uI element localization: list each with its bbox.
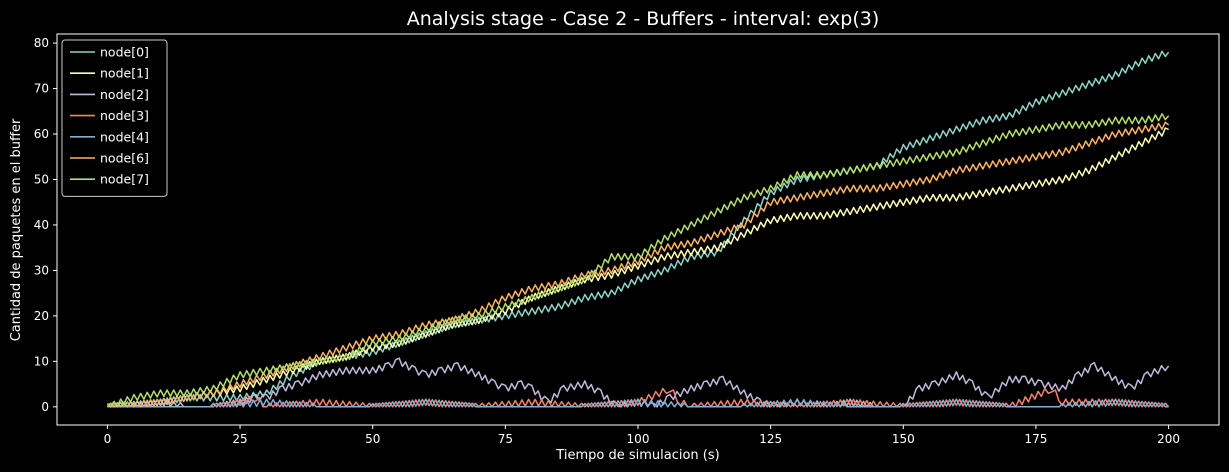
legend-label: node[3] — [100, 108, 149, 123]
y-axis-label: Cantidad de paquetes en el buffer — [9, 118, 24, 341]
series-line-node7 — [106, 113, 1170, 408]
x-axis-ticks: 0 25 50 75 100 125 150 175 200 — [104, 425, 1180, 446]
x-tick-label: 50 — [365, 432, 380, 446]
series-line-node0 — [106, 50, 1170, 408]
x-tick-label: 150 — [892, 432, 915, 446]
legend-label: node[6] — [100, 151, 149, 166]
y-tick-label: 60 — [34, 127, 49, 141]
x-tick-label: 200 — [1157, 432, 1180, 446]
x-tick-label: 175 — [1024, 432, 1047, 446]
y-tick-label: 10 — [34, 354, 49, 368]
y-tick-label: 30 — [34, 263, 49, 277]
y-tick-label: 40 — [34, 218, 49, 232]
series-line-node1 — [106, 127, 1169, 408]
series-line-node4 — [107, 398, 1169, 408]
x-axis-label: Tiempo de simulacion (s) — [555, 448, 719, 463]
legend: node[0] node[1] node[2] node[3] node[4] node[… — [61, 39, 168, 197]
chart-title: Analysis stage - Case 2 - Buffers - inte… — [407, 8, 880, 30]
y-tick-label: 0 — [41, 400, 49, 414]
legend-label: node[7] — [100, 172, 149, 187]
legend-label: node[2] — [100, 87, 149, 102]
plot-lines — [106, 50, 1170, 408]
x-tick-label: 100 — [627, 432, 650, 446]
y-tick-label: 70 — [34, 82, 49, 96]
x-tick-label: 75 — [498, 432, 513, 446]
x-tick-label: 25 — [232, 432, 247, 446]
y-tick-label: 80 — [34, 36, 49, 50]
legend-label: node[1] — [100, 66, 149, 81]
x-tick-label: 125 — [759, 432, 782, 446]
legend-label: node[0] — [100, 45, 149, 60]
y-tick-label: 20 — [34, 309, 49, 323]
legend-label: node[4] — [100, 129, 149, 144]
y-tick-label: 50 — [34, 172, 49, 186]
y-axis-ticks: 0 10 20 30 40 50 60 70 80 — [34, 36, 57, 414]
x-tick-label: 0 — [104, 432, 112, 446]
